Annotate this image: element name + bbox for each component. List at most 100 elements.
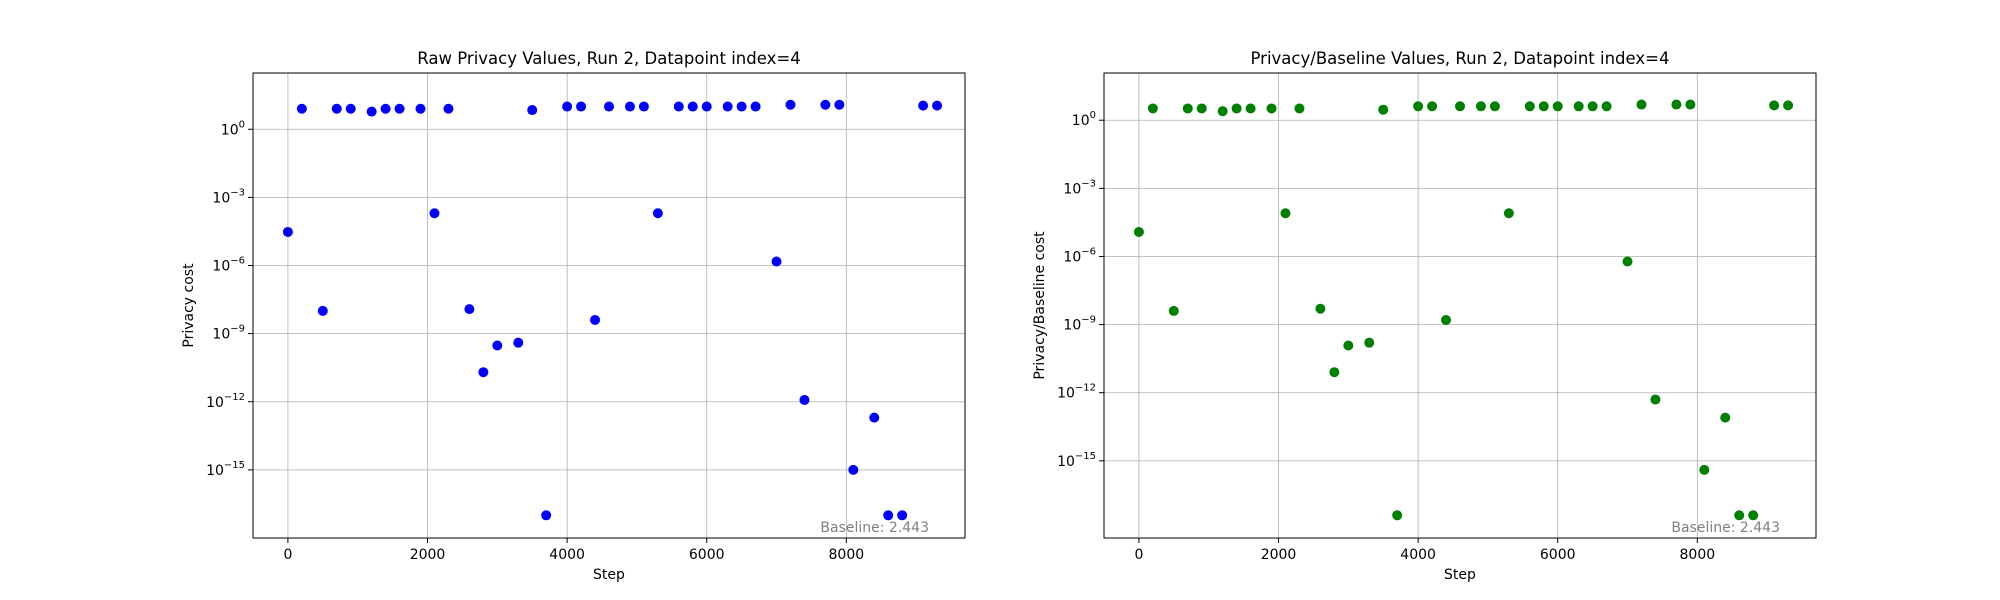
data-point — [604, 101, 614, 112]
data-point — [1783, 100, 1794, 111]
data-point — [1133, 226, 1144, 237]
x-tick-label: 8000 — [829, 547, 865, 563]
data-point — [848, 464, 859, 475]
y-tick-label: 10−9 — [1063, 315, 1096, 334]
data-point — [513, 337, 524, 348]
data-point — [1503, 208, 1514, 219]
x-axis-ticks: 0 2000 4000 6000 8000 — [1134, 538, 1715, 563]
data-point — [1748, 510, 1759, 521]
data-point — [1231, 103, 1242, 114]
data-point — [869, 412, 880, 423]
data-point — [1343, 340, 1354, 351]
data-point — [282, 226, 293, 237]
data-point — [1427, 101, 1438, 112]
data-point — [380, 103, 391, 114]
y-axis-label: Privacy/Baseline cost — [1032, 231, 1048, 380]
data-point — [799, 394, 810, 405]
data-point — [478, 367, 489, 378]
data-point — [317, 305, 328, 316]
x-axis-label: Step — [593, 567, 625, 583]
data-point — [1217, 106, 1228, 117]
data-point — [687, 101, 698, 112]
data-point — [673, 101, 684, 112]
data-point — [883, 510, 894, 521]
data-point — [527, 105, 538, 116]
data-point — [1524, 101, 1535, 112]
data-point — [638, 101, 649, 112]
y-tick-label: 10−15 — [206, 460, 245, 479]
data-point — [1280, 208, 1291, 219]
data-point — [932, 100, 943, 111]
y-tick-label: 10−15 — [1057, 451, 1096, 470]
data-point — [1601, 101, 1612, 112]
data-point — [1769, 100, 1780, 111]
data-point — [918, 100, 929, 111]
axes-frame — [252, 72, 966, 539]
data-point — [331, 103, 342, 114]
y-tick-label: 100 — [221, 119, 245, 138]
data-point — [1587, 101, 1598, 112]
y-tick-label: 10−12 — [1057, 383, 1096, 402]
data-point — [1378, 104, 1389, 115]
baseline-annotation: Baseline: 2.443 — [820, 520, 929, 536]
data-point — [1475, 101, 1486, 112]
data-point — [1315, 303, 1326, 314]
data-point — [1182, 103, 1193, 114]
data-point — [701, 101, 712, 112]
data-point — [722, 101, 733, 112]
x-tick-label: 2000 — [1261, 547, 1297, 563]
y-tick-label: 10−3 — [212, 187, 245, 206]
scatter-points — [1133, 99, 1794, 521]
y-axis-label: Privacy cost — [181, 263, 197, 348]
data-point — [1455, 101, 1465, 112]
x-tick-label: 6000 — [1540, 547, 1576, 563]
y-axis-ticks: 100 10−3 10−6 10−9 10−12 10−15 — [206, 119, 253, 479]
x-axis-ticks: 0 2000 4000 6000 8000 — [283, 538, 864, 563]
data-point — [1685, 99, 1696, 110]
data-point — [1671, 99, 1682, 110]
data-point — [590, 314, 601, 325]
data-point — [443, 103, 454, 114]
chart-panel-raw-privacy: 0 2000 4000 6000 8000 10010−310−610−910−1210… — [181, 49, 966, 583]
data-point — [1734, 510, 1745, 521]
x-tick-label: 8000 — [1680, 547, 1716, 563]
chart-panel-privacy-baseline: 0 2000 4000 6000 8000 10010−310−610−910−1210… — [1032, 49, 1817, 583]
axes-frame — [1103, 72, 1817, 539]
data-point — [1636, 99, 1647, 110]
chart-title: Privacy/Baseline Values, Run 2, Datapoin… — [1251, 49, 1670, 68]
data-point — [492, 340, 503, 351]
data-point — [652, 208, 663, 219]
grid — [253, 73, 965, 538]
data-point — [897, 510, 908, 521]
chart-title: Raw Privacy Values, Run 2, Datapoint ind… — [417, 49, 800, 68]
data-point — [1441, 314, 1452, 325]
grid — [1104, 73, 1816, 538]
data-point — [1329, 367, 1340, 378]
data-point — [464, 304, 475, 315]
y-tick-label: 10−12 — [206, 392, 245, 411]
data-point — [296, 103, 307, 114]
x-axis-label: Step — [1444, 567, 1476, 583]
x-tick-label: 0 — [283, 547, 292, 563]
data-point — [1699, 464, 1710, 475]
x-tick-label: 4000 — [1400, 547, 1436, 563]
data-point — [1573, 101, 1584, 112]
x-tick-label: 2000 — [410, 547, 446, 563]
data-point — [429, 208, 440, 219]
x-tick-label: 4000 — [549, 547, 585, 563]
data-point — [562, 101, 573, 112]
data-point — [1168, 305, 1179, 316]
data-point — [1720, 412, 1731, 423]
data-point — [736, 101, 747, 112]
data-point — [1413, 101, 1424, 112]
data-point — [1294, 103, 1305, 114]
y-tick-label: 10−9 — [212, 324, 245, 343]
data-point — [366, 106, 377, 117]
data-point — [624, 101, 635, 112]
data-point — [1364, 337, 1375, 348]
data-point — [1392, 510, 1403, 521]
data-point — [541, 510, 552, 521]
y-tick-label: 10−6 — [1063, 246, 1096, 265]
data-point — [415, 103, 426, 114]
